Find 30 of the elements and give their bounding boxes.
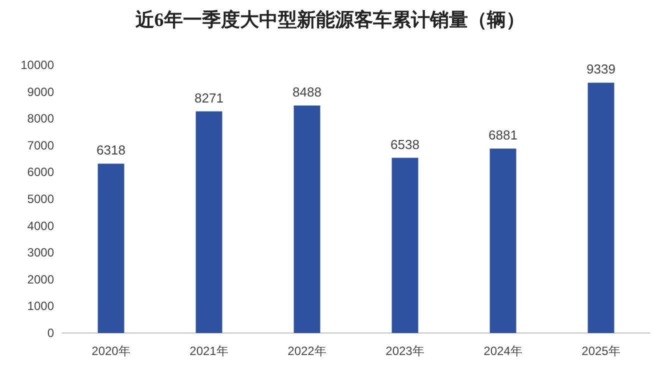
y-tick-label: 2000: [27, 272, 54, 286]
x-tick-label: 2021年: [190, 344, 228, 358]
y-tick-label: 0: [47, 326, 54, 340]
bar: [294, 106, 320, 333]
y-tick-label: 1000: [27, 299, 54, 314]
bar: [196, 111, 222, 333]
y-tick-label: 10000: [20, 58, 54, 72]
data-label: 9339: [586, 62, 616, 77]
bar: [392, 158, 418, 333]
x-tick-label: 2020年: [92, 344, 130, 358]
data-label: 6538: [390, 136, 420, 152]
data-label: 6318: [96, 142, 126, 158]
y-tick-label: 5000: [27, 192, 54, 206]
bar: [588, 82, 614, 333]
data-label: 8271: [194, 90, 224, 106]
x-tick-label: 2023年: [386, 344, 424, 358]
y-tick-label: 4000: [27, 218, 54, 233]
chart-title: 近6年一季度大中型新能源客车累计销量（辆）: [134, 9, 525, 31]
y-tick-label: 3000: [27, 246, 54, 260]
x-tick-label: 2022年: [288, 344, 326, 358]
data-label: 6881: [488, 128, 518, 143]
x-tick-label: 2025年: [582, 344, 620, 358]
y-tick-label: 8000: [27, 112, 54, 126]
y-tick-label: 6000: [27, 165, 54, 180]
bar: [490, 148, 516, 333]
y-tick-label: 9000: [27, 84, 54, 99]
x-tick-label: 2024年: [484, 344, 522, 358]
bar: [98, 164, 124, 333]
data-label: 8488: [292, 84, 322, 100]
y-tick-label: 7000: [27, 138, 54, 152]
